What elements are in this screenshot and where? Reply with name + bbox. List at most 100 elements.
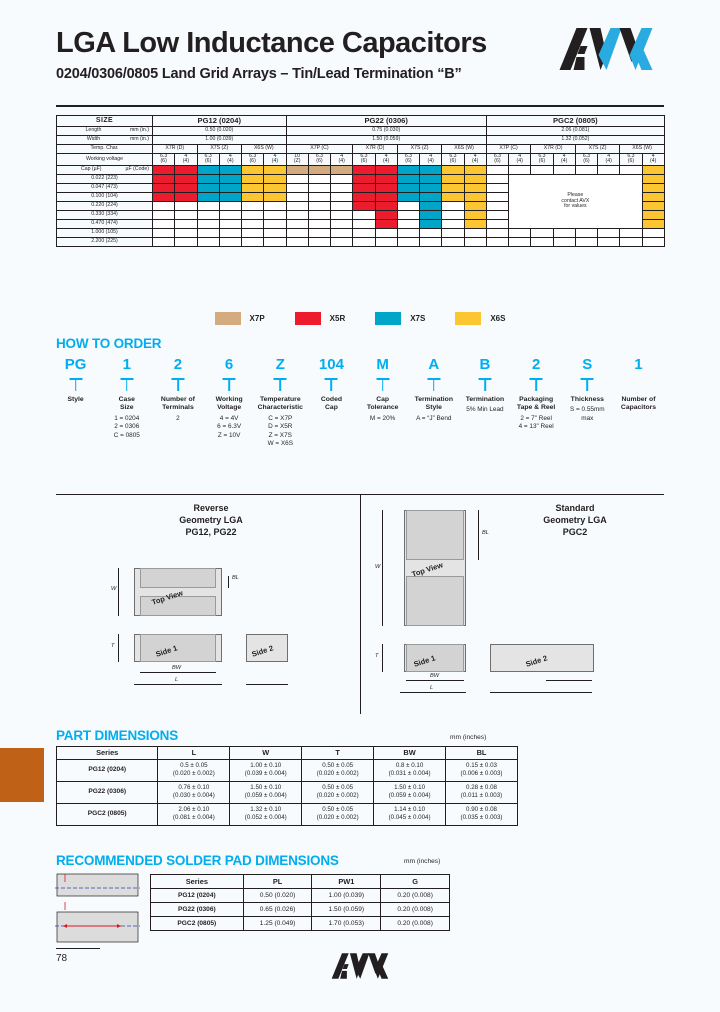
pd-col-t: T (301, 746, 375, 760)
matrix-width-pg12: 1.00 (0.039) (152, 135, 287, 145)
std-dim-line-t (382, 644, 383, 672)
how-to-order-heading: HOW TO ORDER (56, 336, 162, 351)
pd-value-bl: 0.15 ± 0.03 (0.006 ± 0.003) (445, 758, 518, 782)
dim-line-bw (140, 672, 216, 673)
matrix-cell-pg22-0-2 (330, 164, 354, 175)
order-code-8: B (479, 356, 491, 373)
order-tick-1 (101, 378, 152, 391)
matrix-cell-pg22-8-6 (419, 236, 443, 247)
std-dim-label-bw: BW (430, 673, 440, 679)
matrix-tempchar-pg12-1: X7S (Z) (196, 144, 242, 154)
pd-value-bl: 0.90 ± 0.08 (0.035 ± 0.003) (445, 802, 518, 826)
matrix-cell-pg12-1-1 (174, 173, 198, 184)
matrix-cap-value: 0.330 (334) (56, 209, 153, 220)
matrix-cell-pg22-0-6 (419, 164, 443, 175)
matrix-cell-pg12-3-2 (196, 191, 220, 202)
matrix-cell-pg12-7-2 (196, 227, 220, 238)
matrix-cell-pg22-4-6 (419, 200, 443, 211)
matrix-cell-pg12-2-4 (240, 182, 265, 193)
legend-label: X7S (410, 314, 426, 323)
matrix-cell-pg22-0-5 (396, 164, 421, 175)
std-dim-line-bl (478, 510, 479, 560)
order-tick-0 (50, 378, 101, 391)
sp-value-pl: 0.65 (0.026) (242, 902, 313, 917)
matrix-cell-pg22-8-0 (285, 236, 309, 247)
matrix-cell-pgc2-8-1 (508, 236, 532, 247)
matrix-cell-pg22-4-4 (374, 200, 398, 211)
pd-value-bw: 1.14 ± 0.10 (0.045 ± 0.004) (373, 802, 447, 826)
std-dim-line-side2-l (490, 692, 592, 693)
matrix-cell-pg12-4-2 (196, 200, 220, 211)
matrix-cell-pg12-3-5 (263, 191, 287, 202)
matrix-cell-pg22-2-3 (352, 182, 376, 193)
matrix-cell-pg12-8-2 (196, 236, 220, 247)
pd-value-t: 0.50 ± 0.05 (0.020 ± 0.002) (301, 758, 375, 782)
matrix-cell-pg22-3-0 (285, 191, 309, 202)
top-view-pad-2 (140, 596, 216, 616)
sp-row: PG12 (0204) 0.50 (0.020) 1.00 (0.039) 0.20 … (150, 888, 450, 903)
order-field-options: A = “J” Bend (416, 414, 452, 422)
order-tick-4 (255, 378, 306, 391)
matrix-cell-pg12-4-3 (218, 200, 243, 211)
matrix-cell-pgc2-7-4 (574, 227, 599, 238)
matrix-cell-pg22-5-0 (285, 209, 309, 220)
order-field-5: Coded Cap (306, 396, 357, 448)
matrix-cell-pg22-3-1 (307, 191, 332, 202)
matrix-cell-pg22-6-6 (419, 218, 443, 229)
matrix-cell-pg12-1-3 (218, 173, 243, 184)
matrix-voltage-pgc2-4: 6.3 (6) (574, 153, 599, 166)
matrix-cell-pgc2-7-7 (641, 227, 665, 238)
pd-value-t: 0.50 ± 0.05 (0.020 ± 0.002) (301, 802, 375, 826)
dim-line-l (134, 684, 222, 685)
order-field-options: 2 = 7" Reel 4 = 13" Reel (518, 414, 554, 431)
matrix-cell-pgc2-1-0 (485, 173, 510, 184)
matrix-cell-pgc2-6-0 (485, 218, 510, 229)
matrix-row-length: Length mm (in.) (56, 126, 153, 136)
order-field-title: Cap Tolerance (366, 396, 399, 412)
matrix-voltage-pg12-4: 6.3 (6) (240, 153, 265, 166)
matrix-cell-pgc2-8-5 (597, 236, 621, 247)
matrix-cell-pgc2-0-4 (574, 164, 599, 175)
matrix-cell-pgc2-3-0 (485, 191, 510, 202)
matrix-cell-pg12-4-4 (240, 200, 265, 211)
matrix-cell-pg22-2-4 (374, 182, 398, 193)
order-field-title: Case Size (118, 396, 135, 412)
pd-value-bl: 0.28 ± 0.08 (0.011 ± 0.003) (445, 780, 518, 804)
page-header: LGA Low Inductance Capacitors 0204/0306/… (56, 28, 664, 82)
matrix-voltage-pgc2-6: 6.3 (6) (619, 153, 643, 166)
matrix-cell-pg12-0-2 (196, 164, 220, 175)
matrix-voltage-pgc2-0: 6.3 (6) (485, 153, 510, 166)
solder-pad-table: Series PL PW1 G PG12 (0204) 0.50 (0.020) 1.00 … (150, 874, 450, 931)
side1-pad (140, 634, 216, 662)
legend-swatch-x6s (455, 312, 482, 325)
dim-label-bw: BW (172, 665, 182, 671)
matrix-cell-pg22-7-5 (396, 227, 421, 238)
matrix-cell-pg22-7-6 (419, 227, 443, 238)
matrix-cell-pgc2-8-4 (574, 236, 599, 247)
order-code-1: 1 (122, 356, 131, 373)
matrix-cell-pg22-7-0 (285, 227, 309, 238)
order-field-options: 2 (176, 414, 180, 422)
matrix-cell-pgc2-1-7 (641, 173, 665, 184)
pd-value-w: 1.00 ± 0.10 (0.039 ± 0.004) (229, 758, 303, 782)
std-dim-label-bl: BL (482, 530, 489, 536)
std-dim-label-w: W (375, 564, 381, 570)
matrix-cell-pg22-1-3 (352, 173, 376, 184)
order-tick-7 (408, 378, 459, 391)
matrix-cell-pg22-2-8 (463, 182, 487, 193)
pd-col-w: W (229, 746, 303, 760)
matrix-cell-pg12-0-0 (151, 164, 176, 175)
sp-series: PG12 (0204) (150, 888, 244, 903)
footer-avx-logo-icon (322, 952, 404, 980)
matrix-cell-pgc2-0-2 (530, 164, 554, 175)
legend-swatch-x7s (375, 312, 402, 325)
sp-row: PG22 (0306) 0.65 (0.026) 1.50 (0.059) 0.20 … (150, 902, 450, 917)
dim-label-w: W (111, 586, 117, 592)
matrix-cell-pg12-2-2 (196, 182, 220, 193)
matrix-cell-pg22-8-8 (463, 236, 487, 247)
matrix-cell-pgc2-7-0 (485, 227, 510, 238)
matrix-tempchar-pg22-2: X7S (Z) (396, 144, 443, 154)
matrix-voltage-pg22-2: 4 (4) (330, 153, 354, 166)
matrix-cell-pg22-4-7 (441, 200, 465, 211)
matrix-cell-pg12-5-0 (151, 209, 176, 220)
